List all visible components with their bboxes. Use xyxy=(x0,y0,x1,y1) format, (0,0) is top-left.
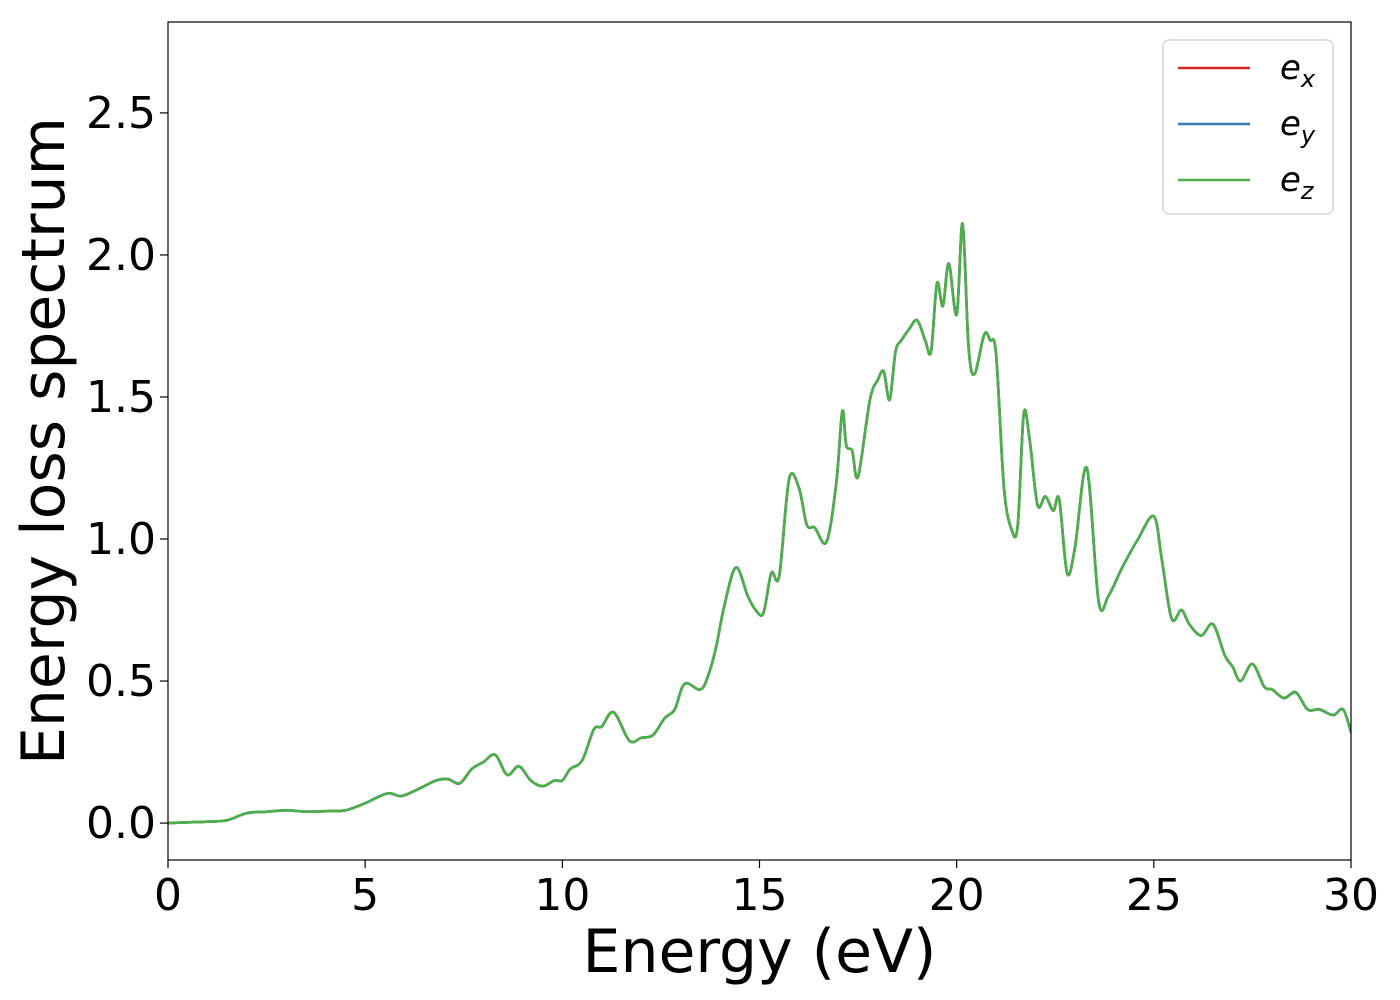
series-layer xyxy=(168,222,1351,825)
legend-label-subscript: z xyxy=(1300,177,1315,205)
legend-label-main: e xyxy=(1280,104,1301,144)
y-axis-ticks: 0.0 0.5 1.0 1.5 2.0 2.5 xyxy=(86,88,168,849)
legend-label-main: e xyxy=(1280,160,1301,200)
y-tick-label: 2.0 xyxy=(86,230,156,281)
x-tick-label: 0 xyxy=(154,870,182,921)
x-tick-label: 15 xyxy=(732,870,788,921)
x-axis-ticks: 0 5 10 15 20 25 30 xyxy=(154,860,1379,921)
x-tick-label: 5 xyxy=(351,870,379,921)
legend-label-e-z: ez xyxy=(1280,160,1315,205)
legend-box xyxy=(1162,39,1334,215)
y-tick-label: 0.0 xyxy=(86,798,156,849)
legend-label-e-x: ex xyxy=(1280,48,1316,93)
y-axis-label: Energy loss spectrum xyxy=(9,117,79,765)
y-tick-label: 2.5 xyxy=(86,88,156,139)
x-tick-label: 30 xyxy=(1323,870,1379,921)
legend-label-subscript: y xyxy=(1300,121,1316,149)
y-tick-label: 1.0 xyxy=(86,514,156,565)
legend-label-subscript: x xyxy=(1300,65,1316,93)
x-tick-label: 20 xyxy=(929,870,985,921)
x-axis-label: Energy (eV) xyxy=(583,917,937,987)
legend-label-main: e xyxy=(1280,48,1301,88)
series-line-e-z xyxy=(168,222,1351,825)
x-tick-label: 25 xyxy=(1126,870,1182,921)
legend-label-e-y: ey xyxy=(1280,104,1316,149)
x-tick-label: 10 xyxy=(534,870,590,921)
y-tick-label: 1.5 xyxy=(86,372,156,423)
y-tick-label: 0.5 xyxy=(86,656,156,707)
